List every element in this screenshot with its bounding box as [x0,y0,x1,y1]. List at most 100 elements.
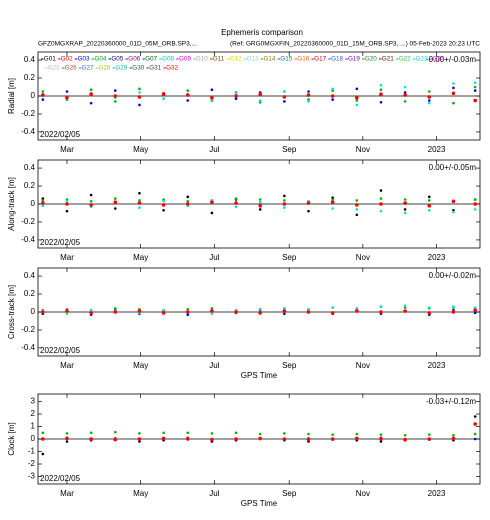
data-point [41,204,45,208]
legend-label: G17 [314,56,326,63]
legend-label: G05 [111,56,123,63]
data-point [41,197,45,200]
data-point [452,433,455,437]
data-point [473,198,477,201]
data-point [355,309,359,313]
data-point [89,88,93,92]
x-axis-label: GPS Time [241,499,278,508]
x-tick-label: May [133,253,148,262]
legend-label: G01 [44,56,56,63]
data-point [331,87,334,91]
data-point [473,311,477,315]
data-point [137,95,142,99]
data-point [65,436,69,441]
x-tick-label: Nov [356,145,370,154]
data-point [65,209,69,213]
legend-label: G24 [433,56,445,63]
x-tick-label: Nov [356,489,370,498]
data-point [451,436,456,441]
data-point [427,101,431,105]
data-point [330,200,335,205]
data-point [283,206,286,209]
data-point [41,90,45,93]
data-point [210,211,214,215]
data-point [473,81,477,84]
data-point [89,101,93,105]
data-point [452,305,455,308]
data-point [473,306,477,309]
data-point [89,437,93,441]
x-tick-label: 2023 [428,361,446,370]
data-point [282,437,287,441]
data-point [355,95,359,100]
date-label: 2022/02/05 [40,238,81,247]
y-tick-label: -0.2 [21,109,35,118]
y-tick-label: 0 [31,307,36,316]
x-tick-label: Sep [282,361,297,370]
annotation: -0.00+/-0.03m [426,55,476,64]
data-point [451,91,456,96]
data-point [41,310,45,314]
data-point [355,103,359,107]
legend-label: G07 [145,56,157,63]
data-point [473,89,477,92]
data-point [65,200,69,203]
data-point [379,189,383,192]
data-point [161,203,166,207]
data-point [355,213,359,217]
data-point [403,93,407,97]
data-point [65,202,69,206]
y-tick-label: 0.2 [24,289,36,298]
data-point [41,199,45,202]
data-point [258,198,262,201]
data-point [379,202,383,206]
data-point [113,207,117,210]
legend-label: G13 [247,56,259,63]
data-point [258,200,262,204]
y-tick-label: 0.2 [24,73,36,82]
data-point [473,422,477,426]
data-point [403,201,407,205]
data-point [427,433,431,436]
y-tick-label: 0.4 [24,271,36,280]
data-point [403,91,407,94]
x-tick-label: Sep [282,145,297,154]
x-tick-label: Mar [60,361,74,370]
data-point [427,99,431,102]
data-point [258,203,263,208]
legend-label: G04 [95,56,107,63]
data-point [89,92,93,97]
data-point [306,310,311,314]
data-point [307,98,310,101]
data-point [355,432,359,436]
data-point [355,208,359,211]
data-point [379,305,383,308]
data-point [89,203,93,207]
annotation: 0.00+/-0.05m [429,163,477,172]
data-point [379,437,383,441]
y-tick-label: 0 [31,199,36,208]
data-point [427,90,431,93]
data-point [258,432,262,436]
legend-label: G22 [399,56,411,63]
data-point [113,310,118,314]
data-point [162,208,165,212]
x-tick-label: 2023 [428,489,446,498]
y-tick-label: -0.2 [21,217,35,226]
y-axis-label: Clock [m] [7,422,16,455]
legend-label: G16 [297,56,309,63]
data-point [403,304,407,308]
data-point [427,203,432,208]
data-point [307,90,310,93]
data-point [403,208,407,211]
x-tick-label: Jul [209,253,219,262]
legend-label: G15 [280,56,292,63]
legend-label: G32 [166,65,178,72]
x-tick-label: May [133,361,148,370]
y-tick-label: 0 [31,91,36,100]
data-point [427,195,431,199]
data-point [379,88,383,92]
data-point [138,87,141,91]
data-point [282,309,287,313]
data-point [138,91,141,94]
